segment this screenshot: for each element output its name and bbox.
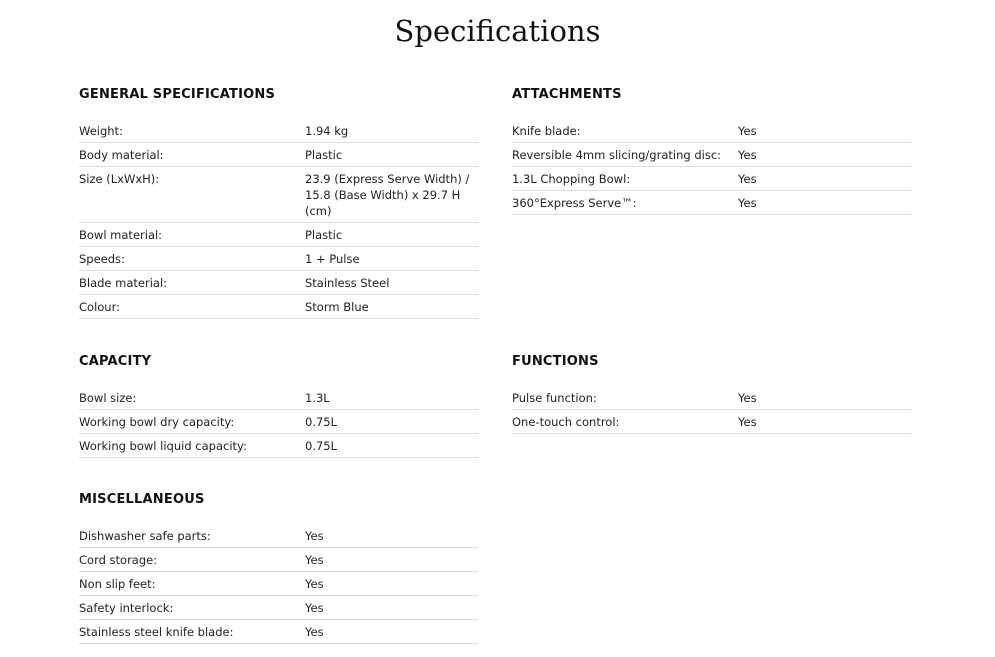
spec-value: Yes xyxy=(738,415,757,429)
spec-label: Bowl material: xyxy=(79,228,163,242)
spec-row: Blade material: Stainless Steel xyxy=(79,271,478,295)
spec-value: 23.9 (Express Serve Width) / 15.8 (Base … xyxy=(305,172,470,218)
spec-row: Weight: 1.94 kg xyxy=(79,119,478,143)
spec-value: Yes xyxy=(305,553,324,567)
spec-label: Weight: xyxy=(79,124,123,138)
spec-value: Yes xyxy=(738,196,757,210)
section-general: GENERAL SPECIFICATIONS Weight: 1.94 kg Body… xyxy=(79,85,478,319)
spec-row: Knife blade: Yes xyxy=(512,119,911,143)
spec-label: Dishwasher safe parts: xyxy=(79,529,211,543)
spec-row: 360°Express Serve™: Yes xyxy=(512,191,911,215)
spec-value: 1.3L xyxy=(305,391,330,405)
spec-row: One-touch control: Yes xyxy=(512,410,911,434)
spec-row: Working bowl dry capacity: 0.75L xyxy=(79,410,478,434)
spec-value: 1.94 kg xyxy=(305,124,349,138)
spec-label: Reversible 4mm slicing/grating disc: xyxy=(512,148,722,162)
spec-label: Body material: xyxy=(79,148,164,162)
spec-value: Yes xyxy=(738,124,757,138)
section-heading: MISCELLANEOUS xyxy=(79,492,205,507)
spec-label: Speeds: xyxy=(79,252,125,266)
spec-row: Colour: Storm Blue xyxy=(79,295,478,319)
section-attachments: ATTACHMENTS Knife blade: Yes Reversible 4mm… xyxy=(512,85,911,215)
spec-label: Cord storage: xyxy=(79,553,158,567)
spec-value: Yes xyxy=(305,577,324,591)
spec-value: Plastic xyxy=(305,148,343,162)
spec-row: Bowl size: 1.3L xyxy=(79,386,478,410)
spec-value: Yes xyxy=(305,625,324,639)
spec-row: 1.3L Chopping Bowl: Yes xyxy=(512,167,911,191)
page-title: Specifications xyxy=(394,14,601,48)
spec-value: Yes xyxy=(305,529,324,543)
spec-value: 0.75L xyxy=(305,415,338,429)
spec-label: Blade material: xyxy=(79,276,168,290)
spec-row: Body material: Plastic xyxy=(79,143,478,167)
spec-value: Stainless Steel xyxy=(305,276,390,290)
spec-value: Yes xyxy=(738,172,757,186)
spec-label: Working bowl liquid capacity: xyxy=(79,439,247,453)
spec-value: Storm Blue xyxy=(305,300,369,314)
spec-label: Pulse function: xyxy=(512,391,597,405)
spec-value: 0.75L xyxy=(305,439,338,453)
spec-row: Dishwasher safe parts: Yes xyxy=(79,524,478,548)
spec-value: 1 + Pulse xyxy=(305,252,360,266)
spec-row: Safety interlock: Yes xyxy=(79,596,478,620)
spec-label: Stainless steel knife blade: xyxy=(79,625,234,639)
section-heading: ATTACHMENTS xyxy=(512,87,622,102)
spec-value: Yes xyxy=(738,391,757,405)
spec-label: Safety interlock: xyxy=(79,601,174,615)
spec-row: Cord storage: Yes xyxy=(79,548,478,572)
spec-row: Reversible 4mm slicing/grating disc: Yes xyxy=(512,143,911,167)
spec-label: One-touch control: xyxy=(512,415,620,429)
spec-value: Plastic xyxy=(305,228,343,242)
spec-row: Working bowl liquid capacity: 0.75L xyxy=(79,434,478,458)
spec-label: Working bowl dry capacity: xyxy=(79,415,235,429)
spec-row: Bowl material: Plastic xyxy=(79,223,478,247)
spec-value: Yes xyxy=(305,601,324,615)
spec-label: 360°Express Serve™: xyxy=(512,196,637,210)
section-heading: FUNCTIONS xyxy=(512,354,599,369)
section-functions: FUNCTIONS Pulse function: Yes One-touch con… xyxy=(512,352,911,434)
section-miscellaneous: MISCELLANEOUS Dishwasher safe parts: Yes Co… xyxy=(79,490,478,644)
spec-label: 1.3L Chopping Bowl: xyxy=(512,172,631,186)
spec-label: Bowl size: xyxy=(79,391,137,405)
spec-row: Stainless steel knife blade: Yes xyxy=(79,620,478,644)
spec-value: Yes xyxy=(738,148,757,162)
spec-label: Size (LxWxH): xyxy=(79,172,160,186)
spec-label: Knife blade: xyxy=(512,124,581,138)
spec-row: Pulse function: Yes xyxy=(512,386,911,410)
spec-label: Colour: xyxy=(79,300,120,314)
section-capacity: CAPACITY Bowl size: 1.3L Working bowl dry c… xyxy=(79,352,478,458)
spec-row: Non slip feet: Yes xyxy=(79,572,478,596)
spec-label: Non slip feet: xyxy=(79,577,156,591)
spec-row: Size (LxWxH): 23.9 (Express Serve Width) … xyxy=(79,167,478,223)
section-heading: CAPACITY xyxy=(79,354,152,369)
spec-row: Speeds: 1 + Pulse xyxy=(79,247,478,271)
section-heading: GENERAL SPECIFICATIONS xyxy=(79,87,276,102)
